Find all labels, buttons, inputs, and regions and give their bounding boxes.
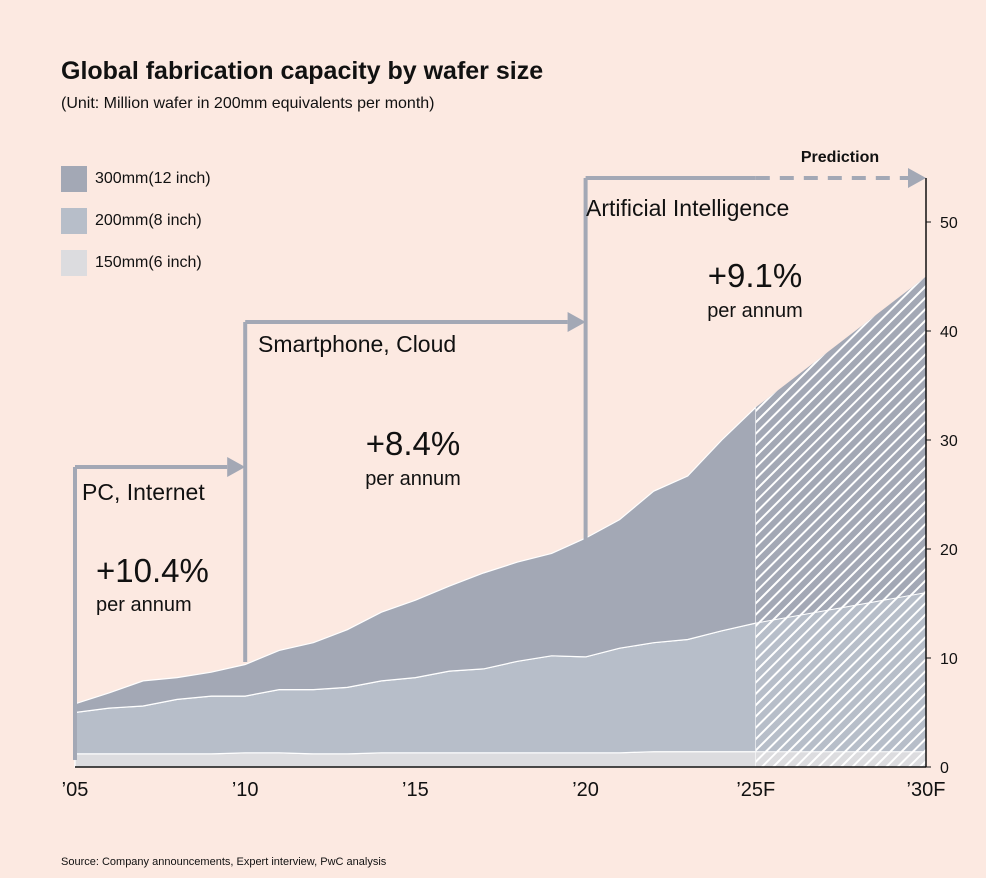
prediction-arrow-head xyxy=(908,168,926,188)
area-200mm-forecast-hatch xyxy=(755,592,926,752)
x-tick-label: ’20 xyxy=(572,779,599,801)
era-unit-smartphone: per annum xyxy=(365,468,461,490)
legend-label-300mm: 300mm(12 inch) xyxy=(95,170,211,187)
legend-item-300mm: 300mm(12 inch) xyxy=(61,166,211,192)
axes: ’05 ’10 ’15 ’20 ’25F ’30F 0 10 20 30 40 50 xyxy=(62,178,958,801)
x-tick-label: ’15 xyxy=(402,779,429,801)
y-tick-label: 40 xyxy=(940,324,958,341)
era-label-ai: Artificial Intelligence xyxy=(586,195,789,221)
legend-swatch-150mm xyxy=(61,250,87,276)
era-growth-pc: +10.4% xyxy=(96,552,209,589)
legend-label-150mm: 150mm(6 inch) xyxy=(95,254,202,271)
era-growth-ai: +9.1% xyxy=(708,257,803,294)
area-300mm-forecast-hatch xyxy=(755,276,926,624)
x-tick-label: ’25F xyxy=(736,779,775,801)
x-tick-label: ’10 xyxy=(232,779,259,801)
era-label-smartphone: Smartphone, Cloud xyxy=(258,331,456,357)
legend: 300mm(12 inch) 200mm(8 inch) 150mm(6 inc… xyxy=(61,166,211,292)
x-tick-label: ’05 xyxy=(62,779,89,801)
y-tick-label: 10 xyxy=(940,651,958,668)
x-tick-label: ’30F xyxy=(907,779,946,801)
forecast-boundary-line xyxy=(755,592,927,624)
legend-swatch-200mm xyxy=(61,208,87,234)
chart-subtitle: (Unit: Million wafer in 200mm equivalent… xyxy=(61,95,435,112)
y-tick-label: 50 xyxy=(940,215,958,232)
legend-item-150mm: 150mm(6 inch) xyxy=(61,250,211,276)
legend-label-200mm: 200mm(8 inch) xyxy=(95,212,202,229)
area-150mm-forecast-hatch xyxy=(755,751,926,767)
era-arrows xyxy=(73,168,926,760)
era-growth-smartphone: +8.4% xyxy=(366,425,461,462)
era-unit-ai: per annum xyxy=(707,300,803,322)
legend-swatch-300mm xyxy=(61,166,87,192)
era-label-pc: PC, Internet xyxy=(82,479,205,505)
era-unit-pc: per annum xyxy=(96,594,192,616)
legend-item-200mm: 200mm(8 inch) xyxy=(61,208,211,234)
y-tick-label: 20 xyxy=(940,542,958,559)
prediction-label: Prediction xyxy=(801,149,879,166)
area-layers xyxy=(74,276,927,768)
y-tick-label: 0 xyxy=(940,760,949,777)
era-arrow-pc-head xyxy=(227,457,246,477)
chart-title: Global fabrication capacity by wafer siz… xyxy=(61,57,544,85)
y-tick-label: 30 xyxy=(940,433,958,450)
era-arrow-smartphone-head xyxy=(567,312,586,332)
source-note: Source: Company announcements, Expert in… xyxy=(61,856,387,868)
